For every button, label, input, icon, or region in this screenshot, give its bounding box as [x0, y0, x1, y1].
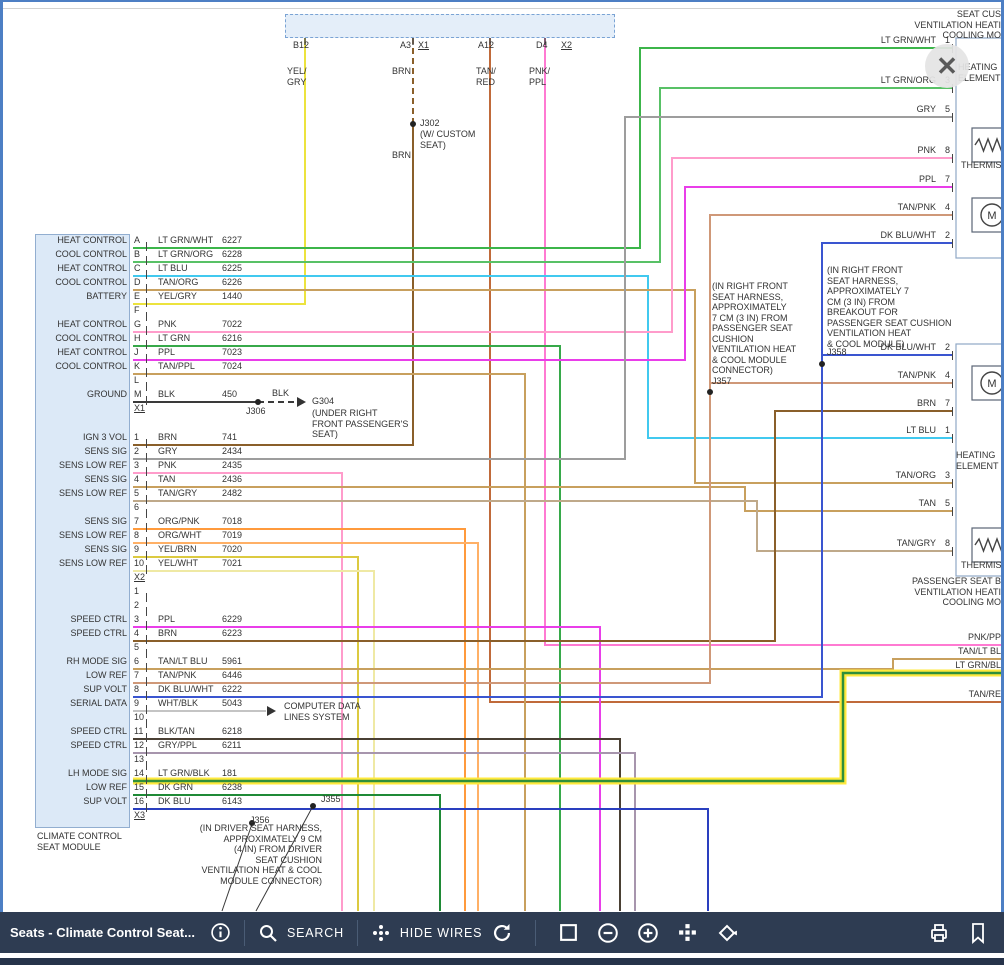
toolbar-separator: [356, 919, 358, 946]
close-button[interactable]: ✕: [925, 44, 969, 88]
print-icon: [931, 923, 947, 942]
junction-dot: [255, 399, 261, 405]
resistor-icon: [974, 537, 1004, 553]
wire-7024[interactable]: [133, 373, 526, 911]
wire-6228[interactable]: [133, 87, 953, 263]
junction-dot: [249, 820, 255, 826]
zoom-out-icon: [598, 922, 619, 943]
wire-6222[interactable]: [133, 242, 953, 698]
refresh-icon: [494, 923, 511, 941]
wire-layer: MM: [133, 37, 1004, 912]
wire-tan-red[interactable]: [489, 38, 1004, 703]
toolbar-gap: [0, 953, 1004, 958]
wire-6218[interactable]: [133, 738, 621, 911]
wire-6227[interactable]: [133, 47, 953, 249]
print-button[interactable]: [928, 922, 950, 944]
top-harness-connector-box: [285, 14, 615, 38]
hide-wires-label: HIDE WIRES: [399, 925, 483, 940]
wire-2482[interactable]: [133, 500, 953, 552]
wire-6225[interactable]: [133, 275, 953, 439]
window-border-top: [0, 0, 1004, 2]
wire-1440[interactable]: [133, 38, 306, 305]
bookmark-button[interactable]: [968, 922, 988, 944]
wire-741[interactable]: [133, 124, 414, 446]
wire-5961[interactable]: [133, 658, 1004, 670]
arrowhead-icon: [267, 706, 276, 716]
motor-label: M: [987, 210, 996, 222]
viewport-top-edge: [0, 8, 1004, 9]
motor-box: [971, 197, 1004, 233]
hide-wires-button[interactable]: HIDE WIRES: [371, 923, 482, 943]
zoom-out-button[interactable]: [597, 922, 619, 944]
wire-7019[interactable]: [133, 542, 479, 911]
wire-6446[interactable]: [133, 214, 953, 684]
resistor-box: [971, 527, 1004, 563]
wire-pnk-ppl[interactable]: [544, 38, 1004, 646]
resistor-box: [971, 127, 1004, 163]
wire-6211[interactable]: [133, 752, 636, 911]
wire-6226[interactable]: [133, 289, 953, 484]
wire-2435[interactable]: [133, 472, 343, 911]
wire-j356-lead[interactable]: [221, 823, 253, 912]
toolbar-separator: [244, 919, 245, 946]
search-icon: [260, 924, 277, 942]
toolbar-separator: [535, 919, 537, 946]
search-label: SEARCH: [287, 925, 344, 940]
junction-dot: [819, 361, 825, 367]
refresh-button[interactable]: [491, 922, 513, 944]
fit-screen-button[interactable]: [558, 922, 579, 943]
zoom-in-icon: [638, 922, 659, 943]
info-button[interactable]: [210, 922, 231, 943]
wire-6238[interactable]: [133, 794, 441, 911]
component-box: [955, 343, 1004, 577]
wire-7023[interactable]: [133, 186, 953, 361]
junction-dot: [410, 121, 416, 127]
wire-6143[interactable]: [133, 808, 709, 911]
resistor-icon: [974, 137, 1004, 153]
wire-6216[interactable]: [133, 345, 561, 911]
junction-dot: [707, 389, 713, 395]
motor-label: M: [987, 378, 996, 390]
wire-181-highlight[interactable]: [133, 669, 1004, 785]
wire-181[interactable]: [133, 671, 1004, 783]
wire-7020[interactable]: [133, 556, 359, 911]
climate-control-seat-module-box: [35, 234, 130, 828]
search-button[interactable]: SEARCH: [258, 923, 344, 943]
window-border-left: [0, 0, 3, 912]
actual-size-button[interactable]: [677, 922, 698, 943]
reset-view-icon: [718, 924, 738, 941]
hide-wires-icon: [372, 924, 389, 941]
arrowhead-icon: [297, 397, 306, 407]
bottom-bar: [0, 958, 1004, 965]
document-title: Seats - Climate Control Seat...: [10, 925, 195, 940]
wire-7021[interactable]: [133, 570, 375, 911]
actual-size-icon: [679, 924, 697, 941]
wire-6223[interactable]: [133, 410, 953, 642]
zoom-in-button[interactable]: [637, 922, 659, 944]
junction-dot: [310, 803, 316, 809]
wire-2434[interactable]: [133, 116, 953, 460]
wire-6229[interactable]: [133, 626, 601, 911]
wire-j355-lead[interactable]: [255, 805, 314, 912]
wire-2436[interactable]: [133, 486, 953, 512]
bottom-toolbar: Seats - Climate Control Seat... SEARCH H…: [0, 912, 1004, 953]
component-box: [955, 37, 1004, 259]
bookmark-icon: [972, 922, 984, 944]
wire-7018[interactable]: [133, 528, 466, 911]
reset-view-button[interactable]: [716, 922, 738, 944]
window-border-right: [1001, 0, 1004, 912]
wire-7022[interactable]: [133, 157, 953, 333]
motor-box: [971, 365, 1004, 401]
info-icon: [211, 923, 230, 942]
fit-screen-icon: [560, 924, 578, 941]
